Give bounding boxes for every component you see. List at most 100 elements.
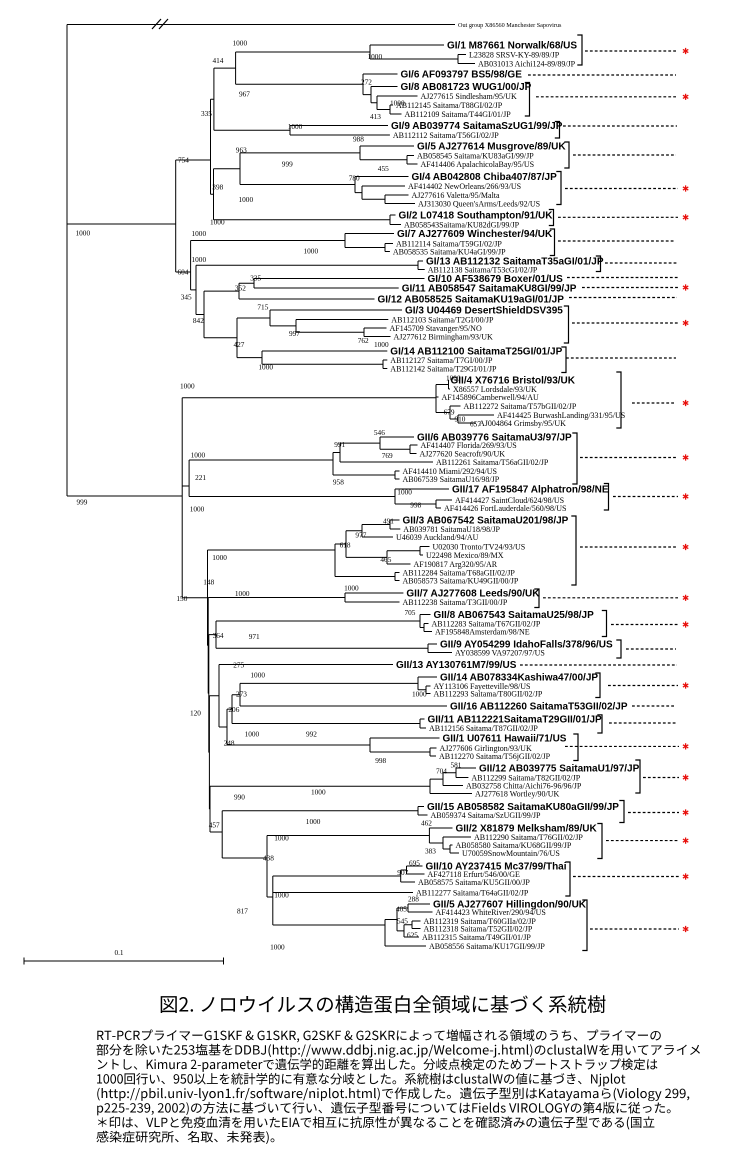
- svg-text:1000: 1000: [76, 228, 91, 237]
- svg-text:817: 817: [237, 907, 248, 916]
- svg-text:990: 990: [234, 793, 245, 802]
- svg-text:Out group X86560 Manchester S: Out group X86560 Manchester Sapovirus: [458, 22, 562, 29]
- svg-text:335: 335: [201, 109, 212, 118]
- svg-text:GII/6 AB039776 SaitamaU3/97/JP: GII/6 AB039776 SaitamaU3/97/JP: [417, 433, 572, 444]
- svg-text:491: 491: [383, 517, 394, 526]
- svg-text:AF414406 ApalachicolaBay/95/US: AF414406 ApalachicolaBay/95/US: [421, 160, 535, 169]
- svg-text:AF414407 Florida/269/93/US: AF414407 Florida/269/93/US: [421, 441, 517, 450]
- svg-text:AB112277 Saitama/T64aGII/02/JP: AB112277 Saitama/T64aGII/02/JP: [416, 888, 529, 897]
- svg-text:GI/1 M87661 Norwalk/68/US: GI/1 M87661 Norwalk/68/US: [447, 41, 577, 52]
- svg-text:206: 206: [228, 705, 239, 714]
- svg-text:1000: 1000: [190, 505, 205, 514]
- svg-text:462: 462: [421, 819, 432, 828]
- svg-text:U22498 Mexico/89/MX: U22498 Mexico/89/MX: [426, 551, 504, 560]
- svg-text:AF414426 FortLauderdale/560/98: AF414426 FortLauderdale/560/98/US: [444, 504, 566, 513]
- svg-text:GI/11 AB058547 SaitamaKU8GI/99: GI/11 AB058547 SaitamaKU8GI/99/JP: [402, 284, 577, 295]
- svg-text:AJ277615 Sindlesham/95/UK: AJ277615 Sindlesham/95/UK: [421, 92, 517, 101]
- svg-text:248: 248: [224, 739, 235, 748]
- svg-text:GI/2 L07418 Southampton/91/UK: GI/2 L07418 Southampton/91/UK: [399, 211, 554, 222]
- svg-text:AF145709 Stavanger/95/NO: AF145709 Stavanger/95/NO: [390, 324, 482, 333]
- svg-text:1000: 1000: [239, 195, 254, 204]
- svg-text:963: 963: [236, 145, 247, 154]
- svg-text:427: 427: [234, 340, 245, 349]
- svg-text:X86557 Lordsdale/93/UK: X86557 Lordsdale/93/UK: [453, 385, 537, 394]
- svg-text:AJ277606 Girlington/93/UK: AJ277606 Girlington/93/UK: [440, 744, 532, 753]
- svg-text:704: 704: [436, 767, 447, 776]
- svg-text:AB067539 SaitamaU16/98/JP: AB067539 SaitamaU16/98/JP: [403, 475, 500, 484]
- svg-text:AB032758 Chitta/Aichi76-96/96/: AB032758 Chitta/Aichi76-96/96/JP: [466, 781, 582, 790]
- svg-text:997: 997: [289, 329, 300, 338]
- svg-text:679: 679: [444, 408, 455, 417]
- svg-text:GI/5 AJ277614 Musgrove/89/UK: GI/5 AJ277614 Musgrove/89/UK: [417, 142, 566, 153]
- svg-text:AJ277616 Valetta/95/Malta: AJ277616 Valetta/95/Malta: [412, 191, 501, 200]
- svg-text:AF414423 WhiteRiver/290/94/US: AF414423 WhiteRiver/290/94/US: [436, 908, 546, 917]
- svg-text:1000: 1000: [192, 229, 207, 238]
- svg-text:1000: 1000: [250, 670, 265, 679]
- svg-text:457: 457: [209, 821, 220, 830]
- svg-text:120: 120: [190, 709, 201, 718]
- svg-text:AB058575 Saitama/KU5GII/00/JP: AB058575 Saitama/KU5GII/00/JP: [418, 878, 530, 887]
- svg-text:GII/7 AJ277608 Leeds/90/UK: GII/7 AJ277608 Leeds/90/UK: [406, 589, 540, 600]
- svg-text:AF427118 Erfurt/546/00/GE: AF427118 Erfurt/546/00/GE: [428, 870, 520, 879]
- svg-text:977: 977: [355, 530, 366, 539]
- svg-text:GI/13 AB112132 SaitamaT35aGI/0: GI/13 AB112132 SaitamaT35aGI/01/JP: [426, 257, 604, 268]
- svg-text:AB112272 Saitama/T57bGII/02/JP: AB112272 Saitama/T57bGII/02/JP: [464, 402, 577, 411]
- svg-text:907: 907: [397, 868, 408, 877]
- svg-text:AB112156 Saitama/T87GII/02/JP: AB112156 Saitama/T87GII/02/JP: [429, 724, 538, 733]
- svg-text:971: 971: [249, 632, 260, 641]
- svg-text:AB039781 SaitamaU18/98/JP: AB039781 SaitamaU18/98/JP: [403, 525, 500, 534]
- svg-text:1000: 1000: [306, 817, 321, 826]
- svg-text:GI/14 AB112100 SaitamaT25GI/01: GI/14 AB112100 SaitamaT25GI/01/JP: [390, 347, 562, 358]
- svg-text:AB112283 Saitama/T67GII/02/JP: AB112283 Saitama/T67GII/02/JP: [432, 619, 541, 628]
- svg-text:413: 413: [370, 112, 381, 121]
- svg-text:1000: 1000: [180, 382, 195, 391]
- svg-text:1000: 1000: [288, 122, 303, 131]
- svg-text:705: 705: [405, 608, 416, 617]
- svg-text:998: 998: [375, 756, 386, 765]
- svg-text:999: 999: [282, 159, 293, 168]
- svg-text:AB112261 Saitama/T56aGII/02/JP: AB112261 Saitama/T56aGII/02/JP: [436, 458, 549, 467]
- svg-text:AB059374 Saitama/SzUGII/99/JP: AB059374 Saitama/SzUGII/99/JP: [431, 811, 542, 820]
- svg-text:AB112319 Saitama/T60GIIa/02/JP: AB112319 Saitama/T60GIIa/02/JP: [424, 917, 537, 926]
- svg-text:GII/12 AB039775 SaitamaU1/97/J: GII/12 AB039775 SaitamaU1/97/JP: [479, 764, 640, 775]
- svg-text:GII/14 AB078334Kashiwa47/00/JP: GII/14 AB078334Kashiwa47/00/JP: [440, 673, 598, 684]
- svg-text:AY113106 Fayetteville/98/US: AY113106 Fayetteville/98/US: [434, 682, 531, 691]
- svg-text:GII/13 AY130761M7/99/US: GII/13 AY130761M7/99/US: [396, 660, 517, 671]
- svg-text:272: 272: [361, 78, 372, 87]
- svg-text:U02030 Tronto/TV24/93/US: U02030 Tronto/TV24/93/US: [433, 542, 526, 551]
- svg-text:GI/6 AF093797 BS5/98/GE: GI/6 AF093797 BS5/98/GE: [401, 70, 523, 81]
- svg-text:1000: 1000: [311, 788, 326, 797]
- svg-text:AB112142 Saitama/T29GI/01/JP: AB112142 Saitama/T29GI/01/JP: [390, 364, 497, 373]
- svg-text:715: 715: [257, 303, 268, 312]
- svg-text:998: 998: [410, 501, 421, 510]
- svg-text:AF414410 Miami/292/94/US: AF414410 Miami/292/94/US: [403, 467, 497, 476]
- svg-text:345: 345: [181, 293, 192, 302]
- svg-text:GII/16 AB112260 SaitamaT53GII/: GII/16 AB112260 SaitamaT53GII/02/JP: [450, 702, 628, 713]
- svg-text:AB058545 Saitama/KU83aGI/99/JP: AB058545 Saitama/KU83aGI/99/JP: [417, 151, 534, 160]
- svg-text:1000: 1000: [274, 833, 289, 842]
- svg-text:GII/17 AF195847 Alphatron/98/N: GII/17 AF195847 Alphatron/98/NE: [452, 485, 609, 496]
- svg-text:657: 657: [470, 420, 481, 429]
- svg-text:398: 398: [212, 182, 223, 191]
- svg-text:762: 762: [358, 336, 369, 345]
- svg-text:1000: 1000: [191, 450, 206, 459]
- svg-text:581: 581: [451, 761, 462, 770]
- svg-text:AB058573 Saitama/KU49GII/00/JP: AB058573 Saitama/KU49GII/00/JP: [403, 576, 519, 585]
- svg-text:U70059SnowMountain/76/US: U70059SnowMountain/76/US: [462, 849, 560, 858]
- svg-text:AJ277620 Seacroft/90/UK: AJ277620 Seacroft/90/UK: [420, 449, 506, 458]
- svg-text:GI/7 AJ277609 Winchester/94/UK: GI/7 AJ277609 Winchester/94/UK: [397, 229, 553, 240]
- svg-text:1000: 1000: [258, 363, 273, 372]
- svg-text:150: 150: [176, 594, 187, 603]
- svg-text:618: 618: [340, 541, 351, 550]
- svg-text:AJ004864 Grimsby/95/UK: AJ004864 Grimsby/95/UK: [479, 419, 566, 428]
- svg-text:AF195848Amsterdam/98/NE: AF195848Amsterdam/98/NE: [435, 627, 530, 636]
- svg-text:1000: 1000: [210, 218, 225, 227]
- svg-text:1000: 1000: [446, 374, 461, 383]
- svg-text:625: 625: [407, 931, 418, 940]
- svg-text:1000: 1000: [235, 589, 250, 598]
- svg-text:AB112103 Saitama/T2GI/00/JP: AB112103 Saitama/T2GI/00/JP: [391, 315, 494, 324]
- svg-text:GI/9 AB039774 SaitamaSzUG1/99/: GI/9 AB039774 SaitamaSzUG1/99/JP: [391, 121, 563, 132]
- svg-text:GII/4 X76716 Bristol/93/UK: GII/4 X76716 Bristol/93/UK: [451, 376, 576, 387]
- svg-text:383: 383: [425, 847, 436, 856]
- svg-text:AB112293 Saitama/T80GII/02/JP: AB112293 Saitama/T80GII/02/JP: [434, 689, 543, 698]
